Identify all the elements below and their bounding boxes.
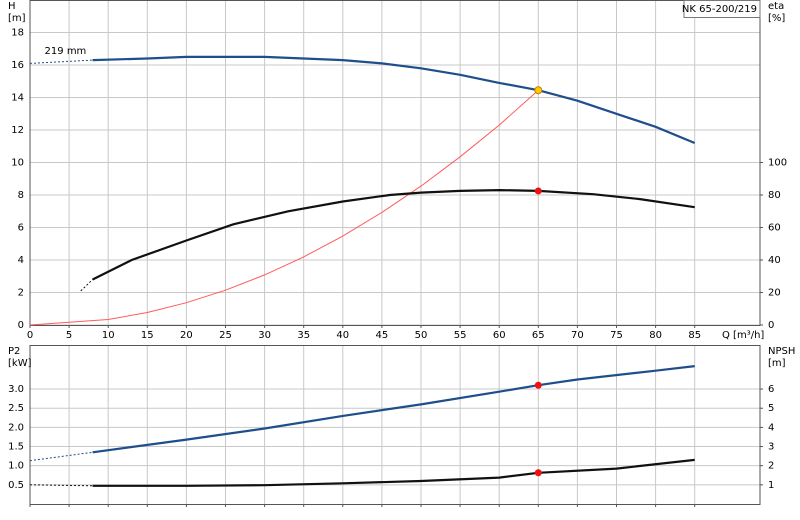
- curve: [92, 458, 695, 487]
- curve: [29, 89, 539, 326]
- curve: [29, 484, 93, 487]
- y2-tick-label: 40: [768, 255, 781, 266]
- y2-tick-label: 6: [768, 384, 774, 395]
- y-tick-label: 4: [18, 255, 24, 266]
- x-tick-label: 20: [180, 330, 193, 341]
- x-tick-label: 5: [66, 330, 72, 341]
- x-tick-label: 25: [219, 330, 232, 341]
- y-tick-label: 1.5: [8, 442, 24, 453]
- y-axis-label: P2: [8, 346, 20, 357]
- y2-axis-unit: [m]: [768, 358, 786, 369]
- plot-panel: 0.5 1.0 1.5 2.0 2.5 3.0 1 2 3 4 5 6 P2[kW] NPSH[m]: [8, 345, 795, 507]
- y2-tick-label: 2: [768, 461, 774, 472]
- x-tick-label: 10: [102, 330, 115, 341]
- title-box: [683, 0, 761, 18]
- duty-point: [534, 187, 542, 195]
- y-tick-label: 18: [11, 28, 24, 39]
- curve: [80, 279, 93, 292]
- y-tick-label: 0.5: [8, 480, 24, 491]
- chart-title: NK 65-200/219: [682, 4, 757, 15]
- x-tick-label: 65: [532, 330, 545, 341]
- y2-axis-label: NPSH: [768, 346, 795, 357]
- y-tick-label: 3.0: [8, 384, 24, 395]
- y-tick-label: 1.0: [8, 461, 24, 472]
- x-tick-label: 75: [610, 330, 623, 341]
- curve: [92, 55, 696, 145]
- y2-tick-label: 4: [768, 422, 774, 433]
- duty-point: [534, 469, 542, 477]
- x-tick-label: 40: [336, 330, 349, 341]
- y-tick-label: 10: [11, 158, 24, 169]
- curve: [92, 188, 695, 281]
- curve: [92, 365, 695, 454]
- y2-tick-label: 100: [768, 158, 787, 169]
- y2-tick-label: 1: [768, 480, 774, 491]
- y-tick-label: 8: [18, 190, 24, 201]
- y-tick-label: 16: [11, 60, 24, 71]
- y-tick-label: 12: [11, 125, 24, 136]
- x-tick-label: 30: [258, 330, 271, 341]
- plot-panel: 0 5 10 15 20 25 30 35 40 45 50 55 60 65 70 75 80 85 0 2 4 6 8 1…: [8, 0, 787, 341]
- duty-point: [534, 86, 543, 95]
- y-axis-label: H: [8, 1, 16, 12]
- duty-point: [534, 381, 542, 389]
- y-tick-label: 2.5: [8, 403, 24, 414]
- x-tick-label: 55: [454, 330, 467, 341]
- y2-tick-label: 80: [768, 190, 781, 201]
- y-tick-label: 2: [18, 288, 24, 299]
- x-tick-label: 50: [415, 330, 428, 341]
- plot-frame: [29, 345, 761, 505]
- x-tick-label: 60: [493, 330, 506, 341]
- y-tick-label: 6: [18, 223, 24, 234]
- y-tick-label: 0: [18, 320, 24, 331]
- x-tick-label: 85: [688, 330, 701, 341]
- curve: [29, 59, 93, 64]
- x-axis-label: Q [m³/h]: [722, 330, 764, 341]
- x-tick-label: 45: [376, 330, 389, 341]
- x-tick-label: 15: [141, 330, 154, 341]
- y2-axis-unit: [%]: [768, 13, 785, 24]
- y2-tick-label: 3: [768, 442, 774, 453]
- y2-axis-label: eta: [768, 1, 784, 12]
- x-tick-label: 80: [649, 330, 662, 341]
- x-tick-label: 0: [27, 330, 33, 341]
- y2-tick-label: 0: [768, 320, 774, 331]
- x-tick-label: 70: [571, 330, 584, 341]
- y-axis-unit: [kW]: [8, 358, 32, 369]
- y2-tick-label: 20: [768, 288, 781, 299]
- curve-label: 219 mm: [45, 46, 87, 57]
- curve: [29, 451, 93, 462]
- x-tick-label: 35: [297, 330, 310, 341]
- y-tick-label: 14: [11, 93, 24, 104]
- y2-tick-label: 5: [768, 403, 774, 414]
- y-axis-unit: [m]: [8, 13, 26, 24]
- y-tick-label: 2.0: [8, 422, 24, 433]
- y2-tick-label: 60: [768, 223, 781, 234]
